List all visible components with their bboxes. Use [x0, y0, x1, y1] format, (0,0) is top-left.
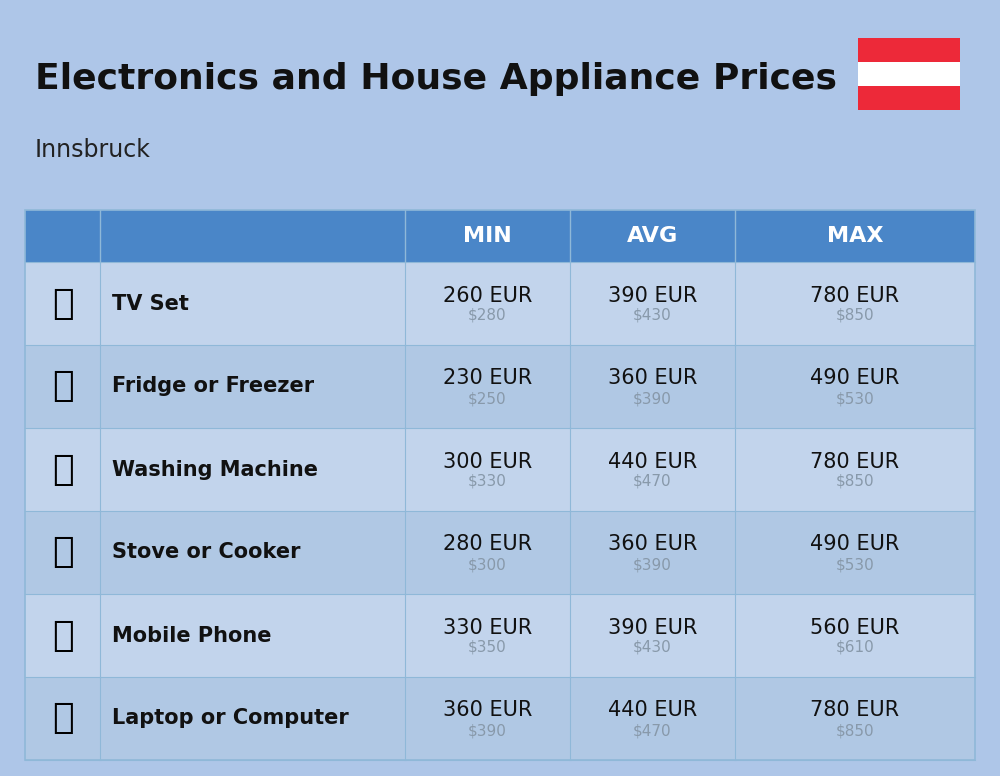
Text: 🍳: 🍳	[52, 535, 73, 570]
Text: Electronics and House Appliance Prices: Electronics and House Appliance Prices	[35, 62, 837, 96]
Bar	[25, 345, 975, 428]
Text: 360 EUR: 360 EUR	[443, 701, 532, 720]
Text: MIN: MIN	[463, 226, 512, 246]
Bar	[858, 86, 960, 110]
Text: Innsbruck: Innsbruck	[35, 138, 151, 162]
Bar	[25, 210, 975, 262]
Text: 230 EUR: 230 EUR	[443, 369, 532, 389]
Text: 390 EUR: 390 EUR	[608, 618, 697, 638]
Text: $850: $850	[836, 723, 874, 738]
Text: Stove or Cooker: Stove or Cooker	[112, 542, 300, 563]
Text: 780 EUR: 780 EUR	[810, 452, 900, 472]
Bar	[25, 511, 975, 594]
Text: Laptop or Computer: Laptop or Computer	[112, 708, 349, 729]
Text: 280 EUR: 280 EUR	[443, 535, 532, 555]
Text: $470: $470	[633, 474, 672, 489]
Text: 📺: 📺	[52, 286, 73, 320]
Text: TV Set: TV Set	[112, 293, 189, 314]
Text: 390 EUR: 390 EUR	[608, 286, 697, 306]
Text: 780 EUR: 780 EUR	[810, 286, 900, 306]
Text: 💻: 💻	[52, 702, 73, 736]
Text: $530: $530	[836, 391, 874, 406]
Text: $280: $280	[468, 308, 507, 323]
Text: $250: $250	[468, 391, 507, 406]
Bar	[858, 38, 960, 62]
Text: $350: $350	[468, 640, 507, 655]
Bar	[25, 677, 975, 760]
Text: MAX: MAX	[827, 226, 883, 246]
Text: $390: $390	[633, 557, 672, 572]
Text: $430: $430	[633, 640, 672, 655]
Text: Washing Machine: Washing Machine	[112, 459, 318, 480]
Text: Fridge or Freezer: Fridge or Freezer	[112, 376, 314, 397]
Text: 360 EUR: 360 EUR	[608, 369, 697, 389]
Text: 🧊: 🧊	[52, 369, 73, 404]
Text: $850: $850	[836, 308, 874, 323]
Text: 📱: 📱	[52, 618, 73, 653]
Text: 360 EUR: 360 EUR	[608, 535, 697, 555]
Text: 490 EUR: 490 EUR	[810, 535, 900, 555]
Text: $430: $430	[633, 308, 672, 323]
Text: 440 EUR: 440 EUR	[608, 452, 697, 472]
Text: 560 EUR: 560 EUR	[810, 618, 900, 638]
Text: 260 EUR: 260 EUR	[443, 286, 532, 306]
Bar	[858, 62, 960, 86]
Text: 780 EUR: 780 EUR	[810, 701, 900, 720]
Bar	[25, 594, 975, 677]
Text: $610: $610	[836, 640, 874, 655]
Text: 440 EUR: 440 EUR	[608, 701, 697, 720]
Text: 300 EUR: 300 EUR	[443, 452, 532, 472]
Bar	[25, 428, 975, 511]
Text: 🫧: 🫧	[52, 452, 73, 487]
Text: $390: $390	[633, 391, 672, 406]
Text: $300: $300	[468, 557, 507, 572]
Bar	[25, 210, 975, 760]
Text: 490 EUR: 490 EUR	[810, 369, 900, 389]
Text: AVG: AVG	[627, 226, 678, 246]
Text: $850: $850	[836, 474, 874, 489]
Bar	[25, 262, 975, 345]
Text: $330: $330	[468, 474, 507, 489]
Text: $530: $530	[836, 557, 874, 572]
Text: 330 EUR: 330 EUR	[443, 618, 532, 638]
Text: $470: $470	[633, 723, 672, 738]
Text: $390: $390	[468, 723, 507, 738]
Text: Mobile Phone: Mobile Phone	[112, 625, 272, 646]
